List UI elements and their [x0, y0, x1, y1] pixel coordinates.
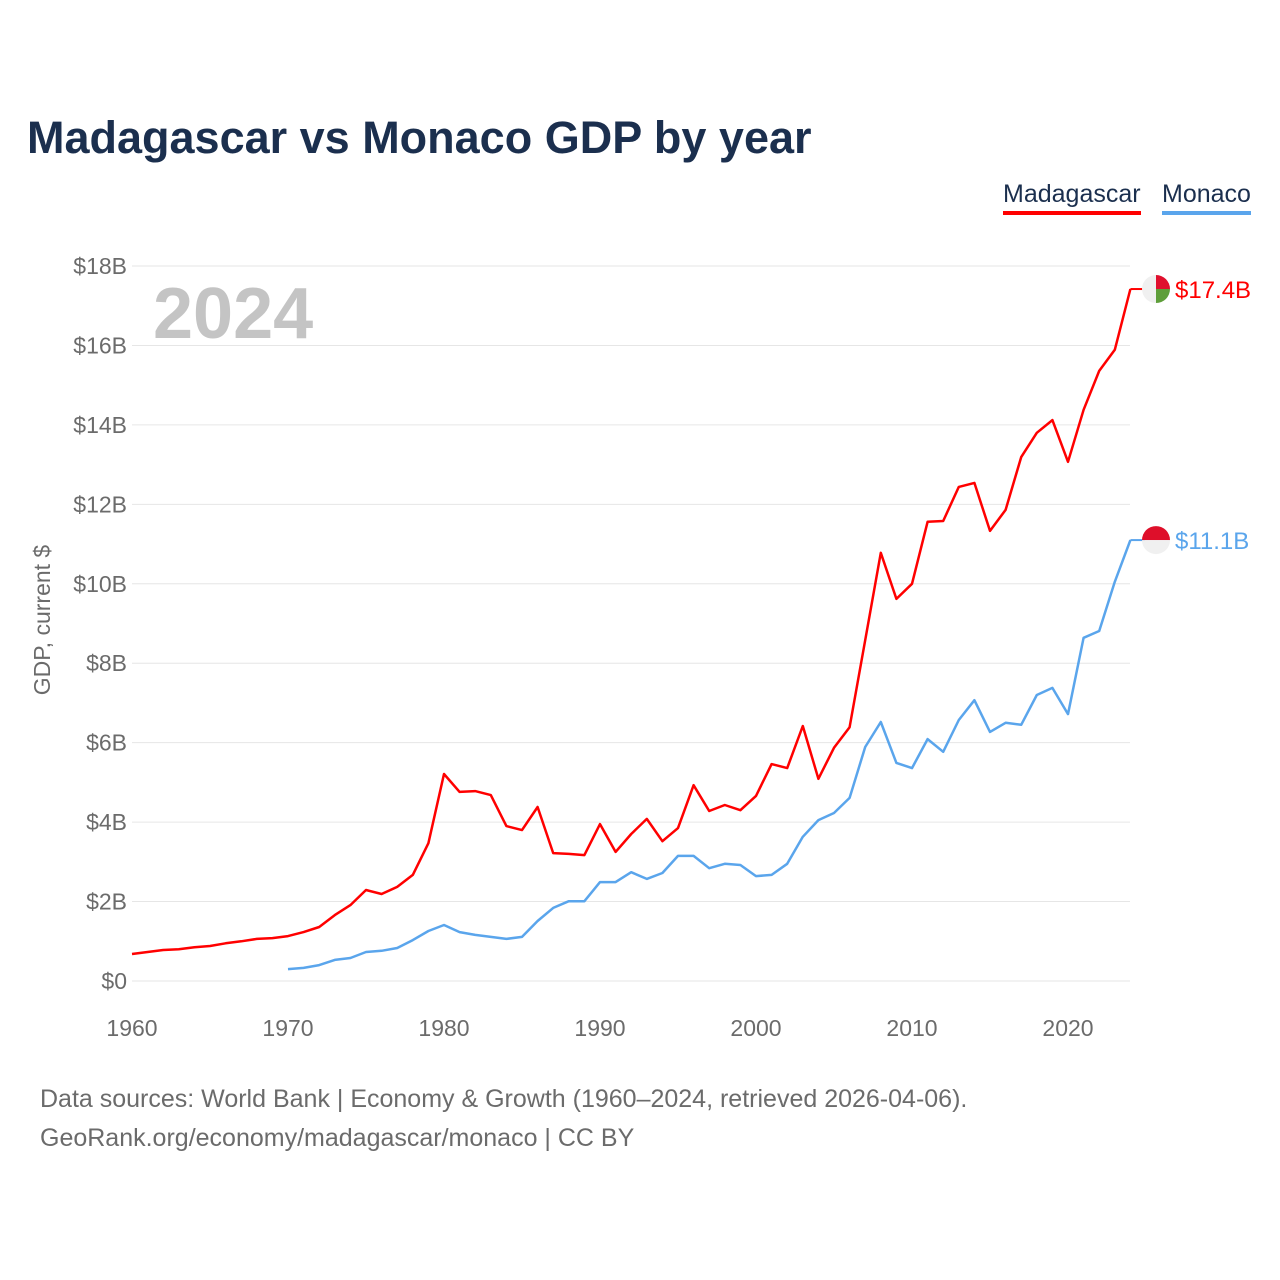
y-tick-label: $4B — [86, 809, 127, 835]
x-tick-label: 2000 — [730, 1015, 781, 1041]
x-tick-label: 1990 — [574, 1015, 625, 1041]
y-tick-label: $14B — [73, 412, 127, 438]
footer-url: GeoRank.org/economy/madagascar/monaco | … — [40, 1124, 635, 1152]
monaco-flag-icon — [1142, 526, 1170, 555]
x-tick-label: 2010 — [886, 1015, 937, 1041]
y-tick-label: $0 — [101, 968, 127, 994]
y-tick-label: $16B — [73, 332, 127, 358]
y-tick-label: $8B — [86, 650, 127, 676]
y-tick-label: $18B — [73, 253, 127, 279]
footer-sources: Data sources: World Bank | Economy & Gro… — [40, 1085, 968, 1113]
y-tick-label: $2B — [86, 889, 127, 915]
end-value-label-monaco: $11.1B — [1175, 528, 1249, 555]
chart-title: Madagascar vs Monaco GDP by year — [27, 112, 812, 163]
series-line-monaco — [287, 539, 1132, 971]
year-watermark: 2024 — [153, 274, 313, 354]
y-axis-label: GDP, current $ — [29, 545, 55, 696]
x-tick-label: 1960 — [106, 1015, 157, 1041]
madagascar-flag-icon — [1142, 275, 1170, 304]
legend-madagascar[interactable]: Madagascar — [1003, 180, 1141, 215]
x-tick-label: 2020 — [1042, 1015, 1093, 1041]
y-tick-label: $12B — [73, 491, 127, 517]
x-tick-label: 1970 — [262, 1015, 313, 1041]
end-value-label-madagascar: $17.4B — [1175, 277, 1251, 304]
legend-monaco[interactable]: Monaco — [1162, 180, 1251, 215]
y-tick-label: $10B — [73, 571, 127, 597]
series-line-madagascar — [131, 288, 1132, 956]
y-tick-label: $6B — [86, 730, 127, 756]
x-tick-label: 1980 — [418, 1015, 469, 1041]
